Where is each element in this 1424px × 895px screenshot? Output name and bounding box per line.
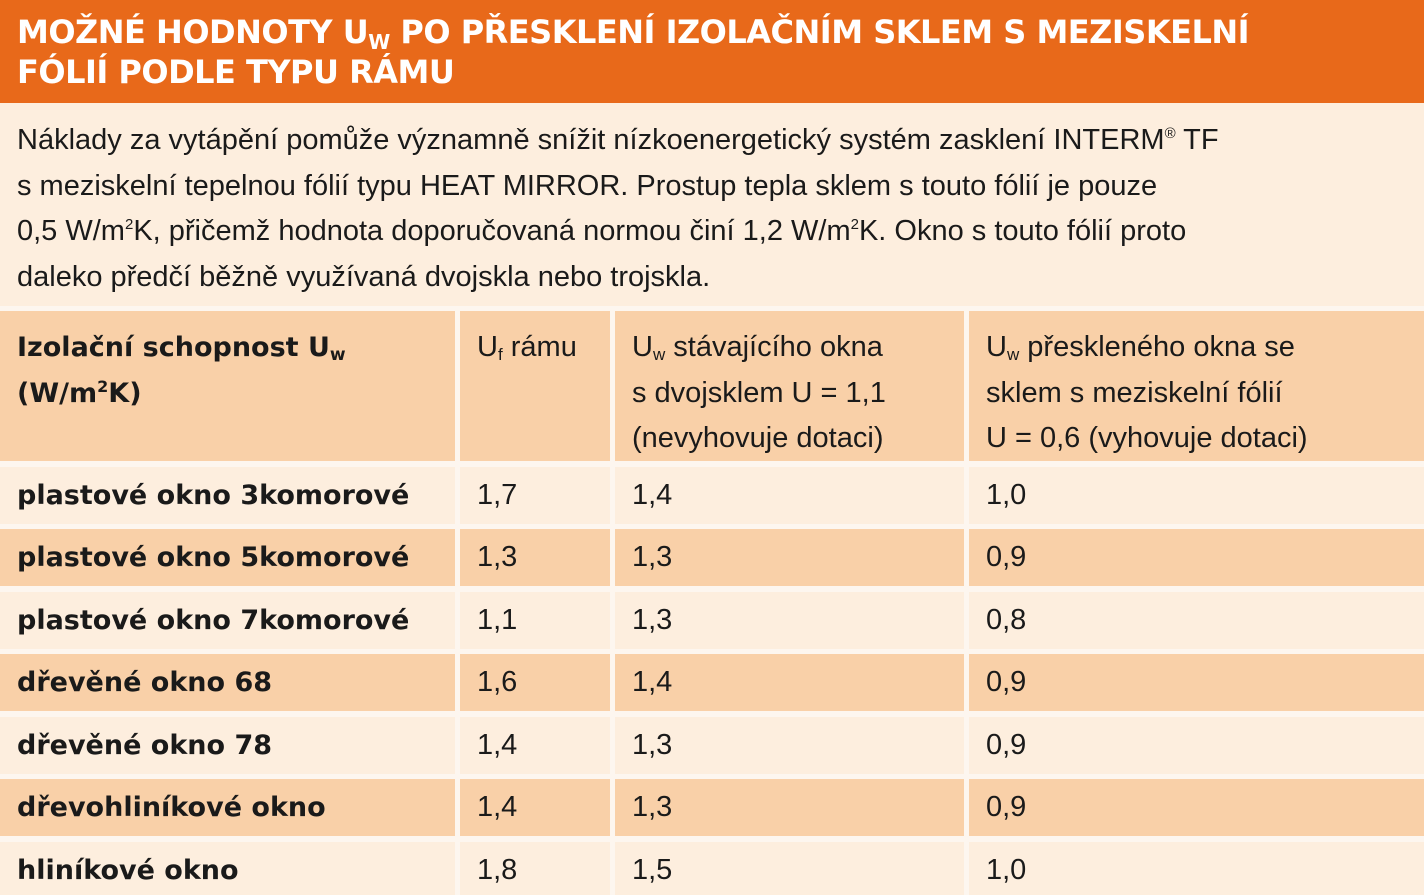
cell-uw-existing: 1,3 — [615, 591, 969, 649]
cell-uf: 1,4 — [460, 716, 615, 774]
cell-uw-reglazed: 0,9 — [986, 541, 1027, 573]
table-header-row: Izolační schopnost Uw (W/m2K) Uf rámu Uw… — [0, 311, 1424, 461]
cell-uw-reglazed: 1,0 — [986, 853, 1027, 886]
cell-uw-reglazed: 0,9 — [986, 791, 1027, 823]
header-uf-frame: Uf rámu — [460, 311, 615, 461]
cell-uw-reglazed: 0,9 — [986, 728, 1027, 761]
cell-uf: 1,8 — [460, 841, 615, 895]
header-insulation: Izolační schopnost Uw (W/m2K) — [0, 311, 460, 461]
cell-uw-existing: 1,3 — [615, 716, 969, 774]
table-row: dřevěné okno 78 1,4 1,3 0,9 — [0, 716, 1424, 774]
cell-uw-existing: 1,4 — [615, 654, 969, 711]
table-row: plastové okno 7komorové 1,1 1,3 0,8 — [0, 591, 1424, 649]
cell-uf: 1,7 — [460, 466, 615, 524]
title-line-1: Možné hodnoty Uw po přesklení izolačním … — [17, 13, 1250, 54]
cell-uf: 1,3 — [460, 529, 615, 586]
title-banner: Možné hodnoty Uw po přesklení izolačním … — [0, 0, 1424, 103]
title-line-2: fólií podle typu rámu — [17, 53, 455, 91]
intro-paragraph: Náklady za vytápění pomůže významně sníž… — [17, 124, 1219, 293]
cell-uw-existing: 1,3 — [615, 529, 969, 586]
table-row: dřevohliníkové okno 1,4 1,3 0,9 — [0, 779, 1424, 836]
row-label: hliníkové okno — [0, 841, 460, 895]
row-label: plastové okno 3komorové — [0, 466, 460, 524]
cell-uf: 1,4 — [460, 779, 615, 836]
row-label: dřevohliníkové okno — [0, 779, 460, 836]
table-row: hliníkové okno 1,8 1,5 1,0 — [0, 841, 1424, 895]
row-label: plastové okno 7komorové — [0, 591, 460, 649]
cell-uf: 1,6 — [460, 654, 615, 711]
cell-uw-existing: 1,3 — [615, 779, 969, 836]
cell-uw-reglazed: 0,8 — [986, 603, 1027, 636]
cell-uf: 1,1 — [460, 591, 615, 649]
table-row: dřevěné okno 68 1,6 1,4 0,9 — [0, 654, 1424, 711]
row-label: plastové okno 5komorové — [0, 529, 460, 586]
cell-uw-existing: 1,5 — [615, 841, 969, 895]
header-uw-reglazed: Uw přeskleného okna se sklem s meziskeln… — [986, 331, 1308, 454]
row-label: dřevěné okno 68 — [0, 654, 460, 711]
row-label: dřevěné okno 78 — [0, 716, 460, 774]
cell-uw-reglazed: 0,9 — [986, 666, 1027, 698]
cell-uw-existing: 1,4 — [615, 466, 969, 524]
header-uw-existing: Uw stávajícího okna s dvojsklem U = 1,1 … — [615, 311, 969, 461]
data-table: Izolační schopnost Uw (W/m2K) Uf rámu Uw… — [0, 306, 1424, 895]
table-row: plastové okno 3komorové 1,7 1,4 1,0 — [0, 466, 1424, 524]
cell-uw-reglazed: 1,0 — [986, 478, 1027, 511]
table-row: plastové okno 5komorové 1,3 1,3 0,9 — [0, 529, 1424, 586]
